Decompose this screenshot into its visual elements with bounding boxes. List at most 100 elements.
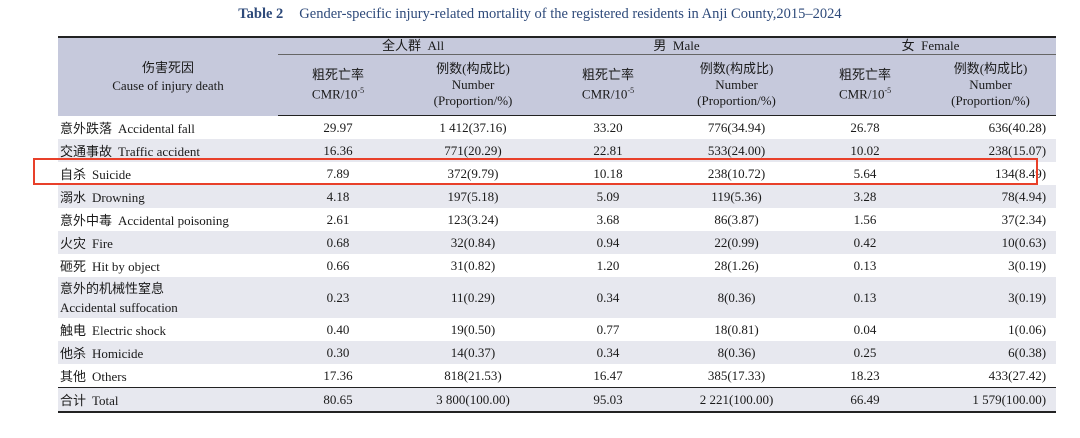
female-number-cell: 10(0.63)	[925, 231, 1057, 254]
cause-cell: 自杀 Suicide	[58, 162, 278, 185]
male-cmr-cell: 95.03	[548, 387, 669, 413]
table-row: 意外的机械性窒息 Accidental suffocation 0.23 11(0.2…	[58, 277, 1057, 318]
female-cmr-cell: 18.23	[805, 364, 926, 388]
female-cmr-cell: 5.64	[805, 162, 926, 185]
female-cmr-cell: 10.02	[805, 139, 926, 162]
table-row: 其他 Others 17.36 818(21.53) 16.47 385(17.33) 18…	[58, 364, 1057, 388]
cause-cell: 意外中毒 Accidental poisoning	[58, 208, 278, 231]
all-number-cell: 11(0.29)	[398, 277, 549, 318]
male-number-cell: 776(34.94)	[668, 115, 806, 139]
table-caption: Table 2 Gender-specific injury-related mo…	[0, 6, 1080, 23]
number-header: 例数(构成比) Number (Proportion/%)	[668, 54, 806, 116]
female-cmr-cell: 66.49	[805, 387, 926, 413]
male-cmr-cell: 1.20	[548, 254, 669, 277]
number-header: 例数(构成比) Number (Proportion/%)	[925, 54, 1057, 116]
all-cmr-cell: 0.68	[278, 231, 398, 254]
female-number-cell: 37(2.34)	[925, 208, 1057, 231]
all-number-cell: 123(3.24)	[398, 208, 549, 231]
all-cmr-cell: 29.97	[278, 115, 398, 139]
all-number-cell: 32(0.84)	[398, 231, 549, 254]
female-number-cell: 3(0.19)	[925, 277, 1057, 318]
male-number-cell: 18(0.81)	[668, 318, 806, 341]
male-cmr-cell: 0.34	[548, 341, 669, 364]
female-number-cell: 1(0.06)	[925, 318, 1057, 341]
total-row: 合计 Total 80.65 3 800(100.00) 95.03 2 221(100.…	[58, 387, 1057, 413]
male-number-cell: 8(0.36)	[668, 277, 806, 318]
cause-header: 伤害死因 Cause of injury death	[58, 36, 278, 116]
cmr-header: 粗死亡率 CMR/10-5	[278, 54, 398, 116]
all-cmr-cell: 7.89	[278, 162, 398, 185]
all-number-cell: 14(0.37)	[398, 341, 549, 364]
female-number-cell: 636(40.28)	[925, 115, 1057, 139]
female-cmr-cell: 0.42	[805, 231, 926, 254]
female-number-cell: 134(8.49)	[925, 162, 1057, 185]
male-cmr-cell: 33.20	[548, 115, 669, 139]
male-number-cell: 22(0.99)	[668, 231, 806, 254]
table-row: 砸死 Hit by object 0.66 31(0.82) 1.20 28(1.26) 0…	[58, 254, 1057, 277]
suicide-row-highlight-box	[33, 158, 1038, 185]
group-header-all: 全人群 All	[278, 36, 549, 55]
male-number-cell: 533(24.00)	[668, 139, 806, 162]
female-number-cell: 3(0.19)	[925, 254, 1057, 277]
table-row: 溺水 Drowning 4.18 197(5.18) 5.09 119(5.36) 3.28…	[58, 185, 1057, 208]
male-number-cell: 8(0.36)	[668, 341, 806, 364]
cause-cell: 合计 Total	[58, 387, 278, 413]
cause-cell: 溺水 Drowning	[58, 185, 278, 208]
cmr-header: 粗死亡率 CMR/10-5	[805, 54, 926, 116]
all-cmr-cell: 80.65	[278, 387, 398, 413]
female-cmr-cell: 26.78	[805, 115, 926, 139]
male-cmr-cell: 22.81	[548, 139, 669, 162]
cause-cell: 其他 Others	[58, 364, 278, 388]
cause-cell: 交通事故 Traffic accident	[58, 139, 278, 162]
female-number-cell: 6(0.38)	[925, 341, 1057, 364]
female-cmr-cell: 0.04	[805, 318, 926, 341]
all-cmr-cell: 0.66	[278, 254, 398, 277]
male-cmr-cell: 5.09	[548, 185, 669, 208]
mortality-table: 伤害死因 Cause of injury death 全人群 All 男 Mal…	[58, 36, 1057, 413]
male-cmr-cell: 0.94	[548, 231, 669, 254]
table-row: 交通事故 Traffic accident 16.36 771(20.29) 22.81…	[58, 139, 1057, 162]
all-number-cell: 771(20.29)	[398, 139, 549, 162]
cause-header-cn: 伤害死因	[141, 59, 194, 75]
cause-cell: 他杀 Homicide	[58, 341, 278, 364]
all-cmr-cell: 0.23	[278, 277, 398, 318]
group-header-female: 女 Female	[805, 36, 1057, 55]
male-cmr-cell: 0.77	[548, 318, 669, 341]
all-cmr-cell: 2.61	[278, 208, 398, 231]
female-cmr-cell: 3.28	[805, 185, 926, 208]
female-number-cell: 1 579(100.00)	[925, 387, 1057, 413]
female-cmr-cell: 0.25	[805, 341, 926, 364]
all-number-cell: 372(9.79)	[398, 162, 549, 185]
number-header: 例数(构成比) Number (Proportion/%)	[398, 54, 549, 116]
female-cmr-cell: 1.56	[805, 208, 926, 231]
all-cmr-cell: 4.18	[278, 185, 398, 208]
cause-header-en: Cause of injury death	[112, 77, 224, 93]
table-row: 触电 Electric shock 0.40 19(0.50) 0.77 18(0.81)…	[58, 318, 1057, 341]
male-cmr-cell: 3.68	[548, 208, 669, 231]
female-number-cell: 238(15.07)	[925, 139, 1057, 162]
all-cmr-cell: 17.36	[278, 364, 398, 388]
male-number-cell: 86(3.87)	[668, 208, 806, 231]
male-number-cell: 28(1.26)	[668, 254, 806, 277]
all-number-cell: 818(21.53)	[398, 364, 549, 388]
male-number-cell: 119(5.36)	[668, 185, 806, 208]
all-cmr-cell: 16.36	[278, 139, 398, 162]
group-header-male: 男 Male	[548, 36, 806, 55]
all-number-cell: 31(0.82)	[398, 254, 549, 277]
all-number-cell: 3 800(100.00)	[398, 387, 549, 413]
cmr-header: 粗死亡率 CMR/10-5	[548, 54, 669, 116]
table-body: 意外跌落 Accidental fall 29.97 1 412(37.16) 33.2…	[58, 115, 1057, 413]
table-row: 意外跌落 Accidental fall 29.97 1 412(37.16) 33.2…	[58, 115, 1057, 139]
all-number-cell: 19(0.50)	[398, 318, 549, 341]
male-cmr-cell: 10.18	[548, 162, 669, 185]
cause-cell: 触电 Electric shock	[58, 318, 278, 341]
all-cmr-cell: 0.30	[278, 341, 398, 364]
table-row: 他杀 Homicide 0.30 14(0.37) 0.34 8(0.36) 0.25 6(0…	[58, 341, 1057, 364]
male-cmr-cell: 16.47	[548, 364, 669, 388]
cause-cell: 意外的机械性窒息 Accidental suffocation	[58, 277, 278, 318]
male-number-cell: 2 221(100.00)	[668, 387, 806, 413]
table-row: 自杀 Suicide 7.89 372(9.79) 10.18 238(10.72) 5.6…	[58, 162, 1057, 185]
table-number: Table 2	[238, 6, 284, 22]
male-number-cell: 238(10.72)	[668, 162, 806, 185]
cause-cell: 意外跌落 Accidental fall	[58, 115, 278, 139]
